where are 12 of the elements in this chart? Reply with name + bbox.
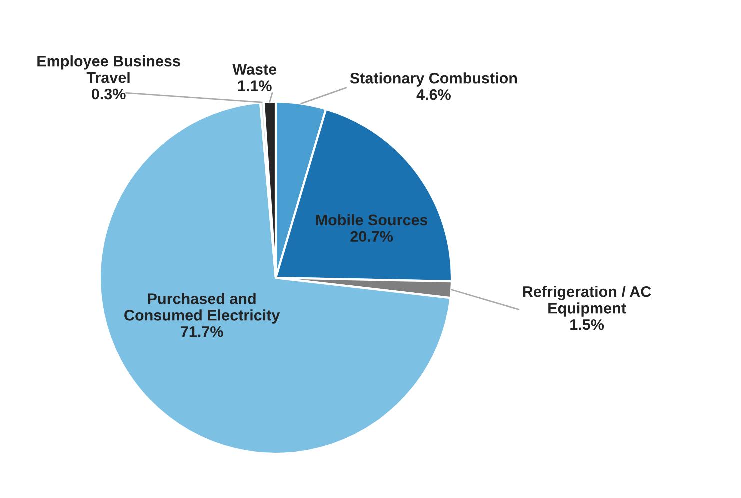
- data-label: 1.1%: [238, 80, 272, 92]
- data-label: 4.6%: [416, 89, 451, 100]
- slice-label: Employee Business Travel: [38, 56, 180, 84]
- slice-label: Refrigeration / AC Equipment: [523, 286, 652, 317]
- data-label: 20.7%: [350, 231, 394, 242]
- slice-label: Purchased and Consumed Electricity: [124, 293, 280, 324]
- data-label: 0.3%: [92, 88, 126, 100]
- data-label: 1.5%: [570, 319, 604, 330]
- slice-label: Waste: [232, 64, 277, 75]
- slice-label: Stationary Combustion: [350, 72, 518, 87]
- slice-label: Mobile Sources: [316, 214, 428, 226]
- data-label: 71.7%: [181, 326, 224, 338]
